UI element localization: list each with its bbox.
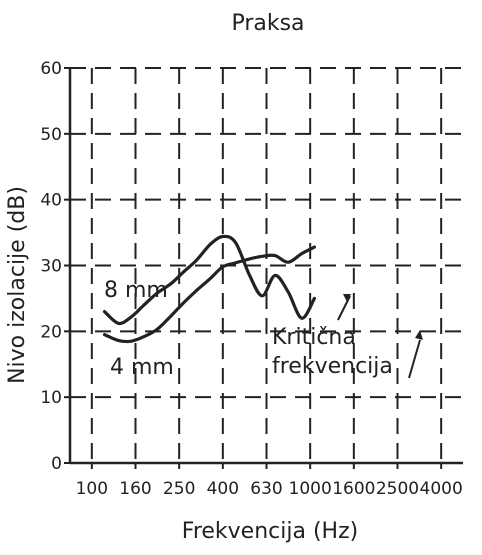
annotation-arrow-2 [408,339,421,379]
y-tick-label: 0 [51,454,62,474]
x-tick-labels: 100 160 250 400 630 1000 1600 2500 4000 [76,479,463,499]
grid [70,67,463,463]
y-tick-label: 60 [40,59,62,79]
y-axis-title: Nivo izolacije (dB) [5,186,30,384]
x-tick-label: 160 [119,479,151,499]
x-tick-label: 400 [207,479,239,499]
annotation-arrowhead-2 [415,330,423,340]
series-labels: 8 mm 4 mm [104,278,174,380]
x-tick-label: 2500 [376,479,419,499]
x-tick-label: 630 [250,479,282,499]
x-tick-label: 4000 [420,479,463,499]
y-tick-label: 40 [40,191,62,211]
x-tick-label: 1000 [289,479,332,499]
axes [64,67,463,469]
annotation-text-1: Kritična [272,325,356,350]
x-tick-label: 250 [163,479,195,499]
series-label: 8 mm [104,278,168,303]
annotation: Kritična frekvencija [272,294,423,379]
x-tick-label: 100 [76,479,108,499]
y-tick-label: 30 [40,257,62,277]
annotation-arrow-1 [337,295,351,321]
annotation-arrowhead-1 [343,294,351,302]
y-tick-labels: 0 10 20 30 40 50 60 [40,59,62,474]
series [102,234,316,344]
annotation-text-2: frekvencija [272,354,393,379]
y-tick-label: 20 [40,322,62,342]
series-label: 4 mm [110,355,174,380]
series-line-2 [102,245,316,344]
series-line-1 [102,234,316,326]
x-tick-label: 1600 [332,479,375,499]
x-axis-title: Frekvencija (Hz) [182,519,358,544]
y-tick-label: 10 [40,388,62,408]
y-tick-label: 50 [40,125,62,145]
chart-title: Praksa [231,11,304,36]
